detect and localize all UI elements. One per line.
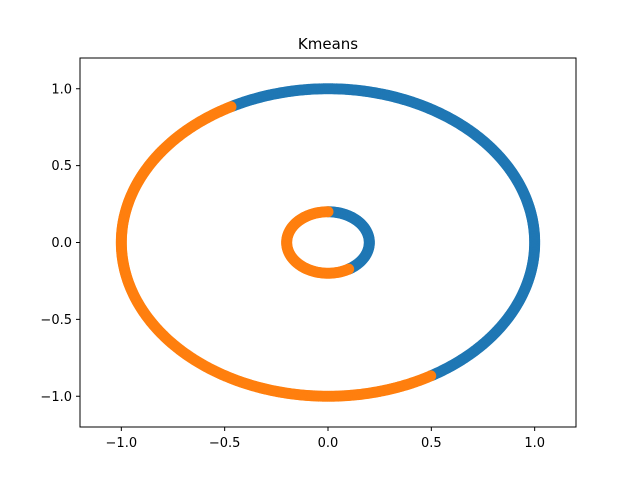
y-tick-label: 1.0	[51, 82, 72, 97]
y-axis: −1.0 −0.5 0.0 0.5 1.0	[40, 82, 80, 405]
chart-title: Kmeans	[298, 35, 358, 53]
x-tick-label: 0.0	[318, 436, 339, 451]
x-tick-label: −1.0	[106, 436, 138, 451]
y-tick-label: 0.0	[51, 236, 72, 251]
y-tick-label: −1.0	[40, 390, 72, 405]
y-tick-label: −0.5	[40, 313, 72, 328]
plot-area-frame	[79, 57, 577, 428]
x-tick-label: 1.0	[524, 436, 545, 451]
x-tick-label: −0.5	[209, 436, 241, 451]
x-axis: −1.0 −0.5 0.0 0.5 1.0	[106, 427, 545, 451]
scatter-point	[425, 370, 437, 382]
x-tick-label: 0.5	[421, 436, 442, 451]
y-tick-label: 0.5	[51, 159, 72, 174]
scatter-points	[115, 83, 541, 402]
scatter-point	[343, 263, 355, 275]
